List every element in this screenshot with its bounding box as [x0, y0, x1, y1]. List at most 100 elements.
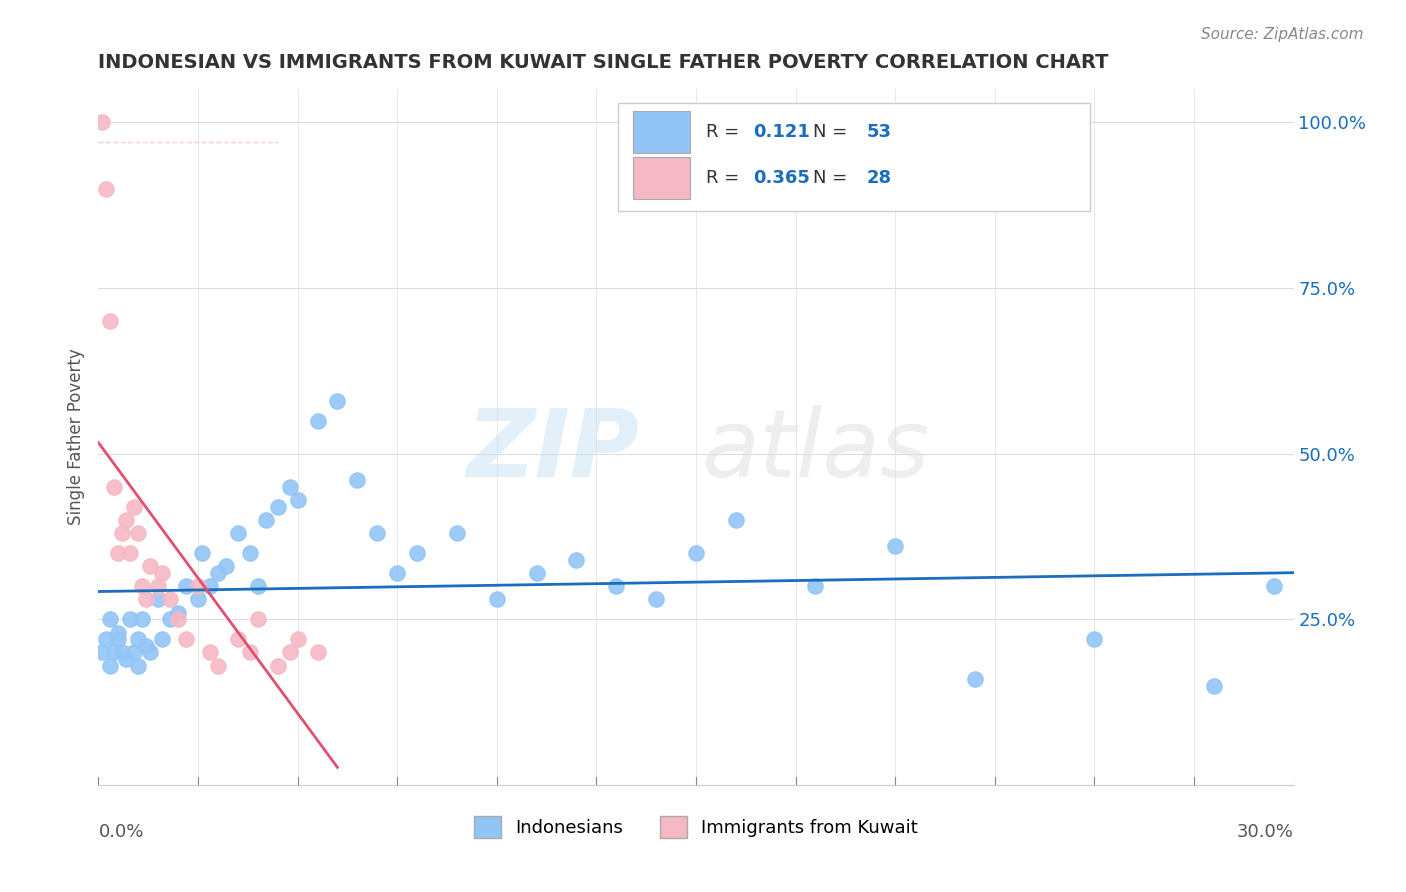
Text: 0.121: 0.121: [754, 122, 810, 141]
Point: [198, 645, 221, 659]
Point: [804, 579, 827, 593]
Point: [111, 645, 134, 659]
Point: [98, 658, 122, 673]
Point: [150, 632, 173, 647]
Point: [107, 546, 129, 560]
Point: [326, 393, 349, 408]
Point: [167, 606, 190, 620]
Point: [135, 639, 157, 653]
Text: 0.0%: 0.0%: [98, 823, 143, 841]
FancyBboxPatch shape: [619, 103, 1091, 211]
Point: [96, 181, 118, 195]
Text: Source: ZipAtlas.com: Source: ZipAtlas.com: [1201, 27, 1364, 42]
Point: [1083, 632, 1105, 647]
Point: [485, 592, 508, 607]
Point: [963, 672, 986, 686]
Point: [207, 566, 229, 580]
Text: N =: N =: [813, 122, 853, 141]
Point: [127, 658, 149, 673]
Point: [645, 592, 668, 607]
Point: [98, 314, 122, 328]
Point: [565, 552, 588, 566]
Point: [1202, 679, 1225, 693]
Point: [174, 579, 197, 593]
Point: [107, 632, 129, 647]
FancyBboxPatch shape: [633, 112, 690, 153]
Point: [346, 473, 368, 487]
Point: [267, 500, 290, 514]
Point: [148, 579, 170, 593]
Point: [526, 566, 548, 580]
Point: [120, 546, 142, 560]
Point: [307, 645, 329, 659]
Point: [685, 546, 707, 560]
Point: [139, 645, 162, 659]
Point: [287, 493, 309, 508]
Text: 28: 28: [868, 169, 891, 186]
Point: [446, 526, 468, 541]
Point: [135, 592, 157, 607]
Point: [124, 500, 146, 514]
Point: [127, 632, 149, 647]
Point: [191, 546, 214, 560]
Point: [91, 115, 114, 129]
Point: [278, 645, 301, 659]
Point: [254, 513, 277, 527]
Point: [246, 579, 269, 593]
Text: N =: N =: [813, 169, 853, 186]
Text: 0.365: 0.365: [754, 169, 810, 186]
Point: [605, 579, 627, 593]
Point: [131, 579, 153, 593]
Point: [159, 612, 181, 626]
Point: [174, 632, 197, 647]
Point: [131, 612, 153, 626]
Point: [307, 413, 329, 427]
Text: 30.0%: 30.0%: [1237, 823, 1294, 841]
Point: [159, 592, 181, 607]
Point: [98, 612, 122, 626]
Point: [207, 658, 229, 673]
Point: [148, 592, 170, 607]
Point: [103, 480, 125, 494]
Point: [187, 592, 209, 607]
Point: [115, 652, 138, 666]
Point: [226, 632, 249, 647]
Point: [187, 579, 209, 593]
Text: atlas: atlas: [702, 406, 929, 497]
Point: [724, 513, 747, 527]
Point: [1263, 579, 1285, 593]
Point: [287, 632, 309, 647]
Point: [884, 540, 907, 554]
Point: [127, 526, 149, 541]
Legend: Indonesians, Immigrants from Kuwait: Indonesians, Immigrants from Kuwait: [467, 809, 925, 846]
Text: INDONESIAN VS IMMIGRANTS FROM KUWAIT SINGLE FATHER POVERTY CORRELATION CHART: INDONESIAN VS IMMIGRANTS FROM KUWAIT SIN…: [98, 54, 1109, 72]
Point: [366, 526, 388, 541]
Point: [278, 480, 301, 494]
Point: [115, 513, 138, 527]
Point: [150, 566, 173, 580]
Point: [96, 632, 118, 647]
Y-axis label: Single Father Poverty: Single Father Poverty: [66, 349, 84, 525]
Point: [111, 526, 134, 541]
Point: [239, 546, 262, 560]
Text: 53: 53: [868, 122, 891, 141]
Point: [107, 625, 129, 640]
Point: [406, 546, 429, 560]
Text: R =: R =: [706, 169, 745, 186]
Point: [239, 645, 262, 659]
Point: [215, 559, 238, 574]
Point: [167, 612, 190, 626]
Point: [120, 612, 142, 626]
Point: [139, 559, 162, 574]
Point: [91, 645, 114, 659]
Text: R =: R =: [706, 122, 745, 141]
FancyBboxPatch shape: [633, 157, 690, 199]
Point: [267, 658, 290, 673]
Point: [246, 612, 269, 626]
Point: [103, 645, 125, 659]
Point: [198, 579, 221, 593]
Point: [124, 645, 146, 659]
Text: ZIP: ZIP: [467, 405, 638, 497]
Point: [226, 526, 249, 541]
Point: [385, 566, 409, 580]
